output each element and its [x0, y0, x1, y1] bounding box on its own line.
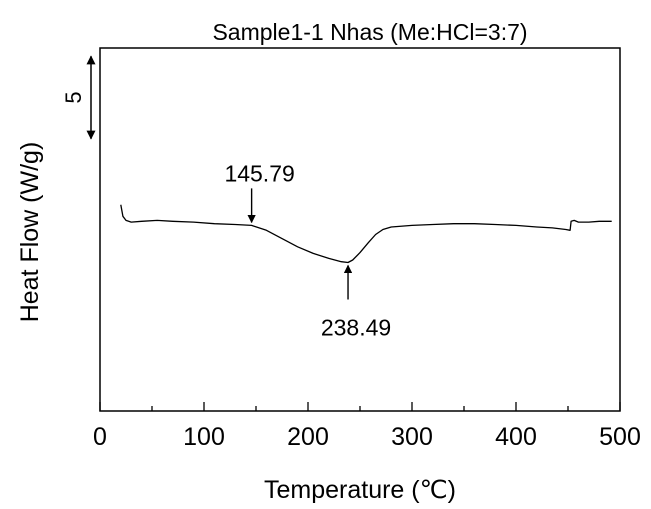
x-tick-label: 500	[599, 423, 641, 451]
chart-title: Sample1-1 Nhas (Me:HCl=3:7)	[212, 19, 527, 45]
x-tick-label: 0	[93, 423, 107, 451]
y-axis-label: Heat Flow (W/g)	[16, 142, 44, 323]
plot-frame	[99, 47, 621, 412]
x-axis-label: Temperature (℃)	[264, 476, 456, 504]
x-tick-label: 300	[391, 423, 433, 451]
peak-annotations: 145.79 238.49	[224, 160, 391, 340]
x-tick-label: 100	[183, 423, 225, 451]
y-scale-bar: 5	[61, 55, 96, 140]
annotation-label-onset: 145.79	[224, 160, 294, 186]
heat-flow-curve	[120, 204, 612, 264]
x-tick-label: 200	[287, 423, 329, 451]
annotation-label-peak: 238.49	[321, 315, 391, 341]
x-tick-label: 400	[495, 423, 537, 451]
x-axis-ticks	[99, 402, 621, 411]
x-axis-tick-labels: 0 100 200 300 400 500	[93, 423, 641, 451]
scale-bar-label: 5	[61, 91, 86, 103]
